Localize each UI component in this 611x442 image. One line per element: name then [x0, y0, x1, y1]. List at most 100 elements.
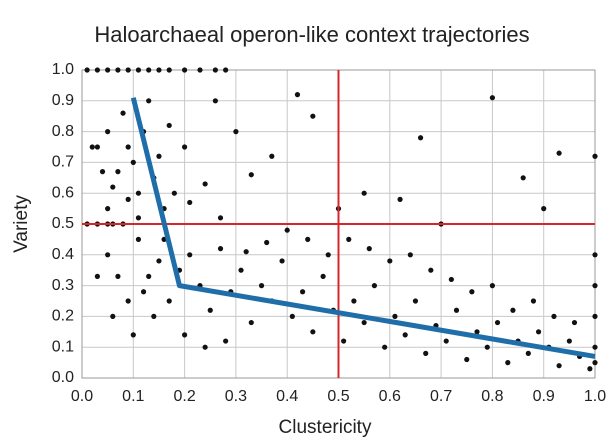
x-tick-label: 0.0: [71, 388, 93, 405]
point: [202, 181, 208, 187]
point: [223, 67, 229, 73]
y-tick-label: 0.3: [52, 277, 74, 294]
point: [541, 206, 547, 212]
y-tick-label: 1.0: [52, 61, 74, 78]
x-tick-label: 0.4: [276, 388, 298, 405]
y-tick-label: 0.1: [52, 338, 74, 355]
y-tick-label: 0.7: [52, 154, 74, 171]
point: [125, 298, 131, 304]
x-tick-label: 0.9: [533, 388, 555, 405]
point: [233, 129, 239, 135]
y-tick-label: 0.2: [52, 308, 74, 325]
point: [264, 239, 270, 246]
x-axis-label: Clustericity: [279, 417, 372, 438]
point: [140, 289, 147, 295]
point: [310, 113, 316, 119]
point: [105, 252, 111, 258]
point: [125, 196, 131, 202]
point: [371, 283, 378, 289]
point: [146, 98, 152, 104]
point: [397, 196, 403, 202]
point: [156, 67, 162, 73]
point: [464, 356, 470, 363]
point: [320, 273, 326, 279]
point: [156, 153, 162, 159]
point: [346, 236, 352, 242]
point: [84, 67, 90, 73]
point: [592, 344, 598, 350]
point: [592, 313, 598, 319]
point: [423, 350, 429, 356]
point: [135, 190, 142, 196]
y-axis-label: Variety: [11, 195, 32, 253]
point: [182, 67, 188, 73]
point: [407, 252, 413, 258]
point: [284, 227, 290, 233]
point: [592, 360, 598, 366]
point: [146, 67, 152, 73]
point: [382, 344, 388, 350]
point: [592, 153, 598, 159]
point: [94, 273, 100, 279]
point: [105, 206, 111, 212]
point: [130, 159, 136, 165]
point: [592, 252, 598, 258]
point: [289, 313, 295, 319]
trend-line: [130, 97, 596, 359]
point: [489, 283, 495, 289]
point: [217, 246, 224, 252]
point: [248, 319, 254, 326]
point: [243, 249, 249, 255]
x-tick-label: 0.3: [225, 388, 247, 405]
point: [187, 252, 193, 258]
point: [115, 169, 121, 175]
point: [294, 92, 301, 98]
point: [238, 267, 244, 273]
point: [325, 252, 331, 258]
y-tick-label: 0.5: [52, 215, 74, 232]
x-tick-label: 1.0: [584, 388, 606, 405]
point: [156, 258, 162, 264]
point: [166, 298, 172, 304]
y-tick-label: 0.8: [52, 123, 74, 140]
point: [130, 332, 136, 338]
point: [202, 344, 208, 350]
point: [469, 289, 475, 295]
point: [361, 190, 367, 196]
point: [212, 67, 218, 73]
x-tick-label: 0.7: [430, 388, 452, 405]
point: [566, 338, 572, 344]
point: [305, 236, 311, 242]
point: [166, 122, 172, 129]
point: [171, 190, 177, 196]
point: [135, 236, 142, 242]
point: [115, 273, 121, 279]
point: [279, 258, 285, 264]
point: [351, 298, 357, 304]
point: [417, 135, 424, 141]
point: [592, 283, 598, 289]
x-tick-label: 0.2: [173, 388, 195, 405]
point: [207, 307, 213, 313]
point: [443, 338, 449, 344]
point: [146, 273, 152, 279]
point: [556, 150, 562, 156]
point: [182, 332, 188, 338]
point: [115, 67, 121, 73]
point: [484, 344, 490, 350]
point: [402, 332, 408, 338]
point: [448, 276, 454, 283]
x-tick-label: 0.5: [327, 388, 349, 405]
point: [510, 307, 516, 313]
point: [94, 144, 100, 150]
point: [269, 153, 275, 159]
point: [135, 215, 142, 221]
point: [197, 67, 203, 73]
point: [474, 329, 480, 335]
point: [535, 329, 542, 335]
point: [258, 283, 265, 289]
point: [94, 67, 100, 73]
point: [110, 313, 116, 319]
point: [125, 67, 131, 73]
